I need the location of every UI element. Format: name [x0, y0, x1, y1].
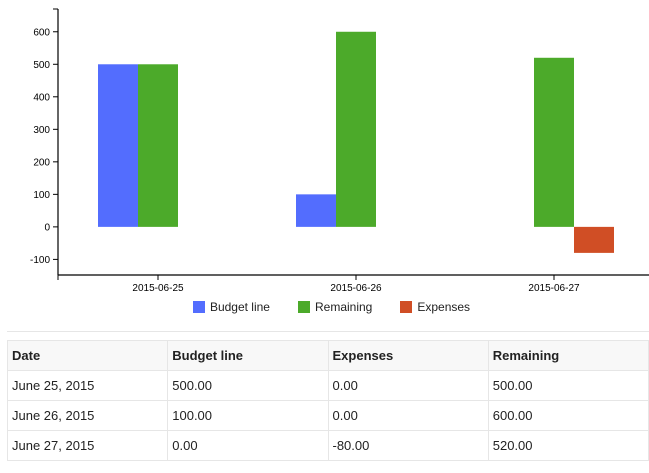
header-date: Date	[6, 340, 169, 371]
cell: June 26, 2015	[6, 400, 169, 431]
legend: Budget line Remaining Expenses	[0, 300, 649, 314]
legend-item-expenses[interactable]: Expenses	[400, 300, 470, 314]
y-tick-label: 0	[44, 222, 50, 233]
legend-label: Remaining	[314, 300, 373, 314]
cell: 520.00	[487, 430, 649, 461]
table-row: June 25, 2015 500.00 0.00 500.00	[6, 370, 649, 401]
bar-budget-line	[98, 64, 138, 227]
bar-budget-line	[296, 194, 336, 227]
y-tick-label: 100	[33, 190, 50, 201]
header-remaining: Remaining	[487, 340, 649, 371]
cell: 100.00	[167, 400, 329, 431]
cell: 500.00	[167, 370, 329, 401]
cell: 0.00	[327, 370, 489, 401]
cell: 0.00	[167, 430, 329, 461]
bar-chart: -100 0 100 200 300 400 500 600 2015-06-25 2015-06…	[30, 8, 649, 294]
table-row: June 27, 2015 0.00 -80.00 520.00	[6, 430, 649, 461]
bar-remaining	[534, 57, 574, 227]
cell: 0.00	[327, 400, 489, 431]
bar-expenses	[574, 226, 614, 253]
table-row: June 26, 2015 100.00 0.00 600.00	[6, 400, 649, 431]
legend-label: Budget line	[209, 300, 270, 314]
y-tick-label: 400	[33, 92, 50, 103]
y-tick-label: 200	[33, 157, 50, 168]
cell: 600.00	[487, 400, 649, 431]
legend-item-remaining[interactable]: Remaining	[297, 300, 373, 314]
divider	[7, 331, 649, 332]
cell: June 27, 2015	[6, 430, 169, 461]
cell: 500.00	[487, 370, 649, 401]
x-tick-label: 2015-06-27	[528, 283, 580, 294]
legend-swatch	[192, 301, 205, 313]
y-tick-label: 500	[33, 60, 50, 71]
bar-remaining	[336, 31, 376, 227]
y-tick-label: 600	[33, 27, 50, 38]
bar-remaining	[138, 64, 178, 227]
legend-label: Expenses	[417, 300, 471, 314]
legend-item-budget-line[interactable]: Budget line	[192, 300, 270, 314]
budget-table: Date Budget line Expenses Remaining June…	[6, 340, 649, 461]
header-budget-line: Budget line	[167, 340, 329, 371]
cell: June 25, 2015	[6, 370, 169, 401]
cell: -80.00	[327, 430, 489, 461]
x-tick-label: 2015-06-26	[330, 283, 382, 294]
y-tick-label: -100	[30, 255, 50, 266]
table-header-row: Date Budget line Expenses Remaining	[6, 340, 649, 371]
header-expenses: Expenses	[327, 340, 489, 371]
y-tick-label: 300	[33, 125, 50, 136]
legend-swatch	[400, 301, 413, 313]
legend-swatch	[297, 301, 310, 313]
x-tick-label: 2015-06-25	[132, 283, 184, 294]
